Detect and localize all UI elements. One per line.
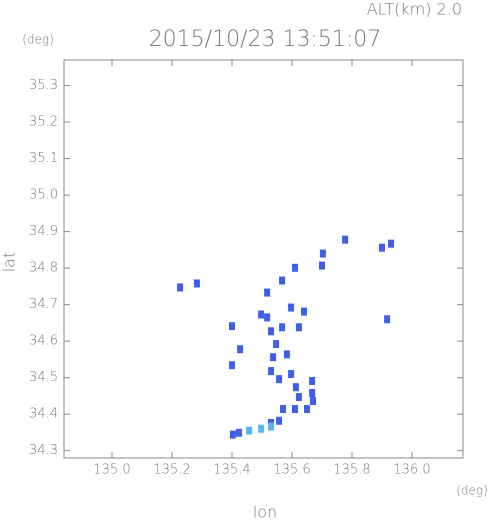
x-axis-label: lon: [253, 503, 277, 521]
echo-point: [295, 323, 302, 332]
y-tick-label: 35.2: [29, 115, 58, 130]
echo-point: [342, 235, 349, 244]
y-tick-label: 35.3: [29, 78, 58, 93]
echo-point: [283, 350, 290, 359]
echo-point: [288, 370, 295, 379]
echo-point: [319, 249, 326, 258]
x-tick-label: 136.0: [393, 463, 430, 478]
y-tick-label: 35.0: [29, 188, 58, 203]
echo-point: [292, 405, 298, 414]
y-axis-label: lat: [0, 252, 19, 273]
echo-point: [280, 405, 286, 414]
echo-point: [288, 303, 295, 312]
echo-point: [258, 310, 265, 319]
echo-point: [388, 239, 394, 248]
y-tick-label: 34.4: [29, 407, 58, 422]
echo-point: [301, 307, 307, 316]
y-tick-label: 34.5: [29, 370, 58, 385]
x-tick-label: 135.6: [273, 463, 310, 478]
x-tick-label: 135.4: [213, 463, 250, 478]
x-tick-label: 135.8: [333, 463, 370, 478]
echo-point: [276, 375, 283, 384]
y-tick-label: 34.7: [29, 297, 58, 312]
y-tick-label: 34.6: [29, 334, 58, 349]
echo-point: [229, 361, 235, 370]
echo-point: [268, 327, 274, 336]
echo-point: [276, 416, 283, 425]
echo-point: [309, 389, 316, 398]
plot-frame: [63, 59, 464, 459]
echo-point: [264, 313, 271, 322]
echo-point: [292, 383, 299, 392]
echo-point: [292, 263, 298, 272]
echo-point: [379, 243, 385, 252]
chart-title: 2015/10/23 13:51:07: [149, 27, 382, 52]
echo-point: [235, 428, 242, 437]
echo-point: [193, 279, 200, 288]
echo-point: [177, 283, 184, 292]
echo-point: [268, 422, 274, 431]
echo-point: [319, 261, 325, 270]
altitude-label: ALT(km) 2.0: [367, 0, 462, 19]
echo-point: [246, 426, 253, 435]
echo-point: [229, 322, 235, 331]
echo-point: [384, 315, 391, 324]
x-tick-label: 135.0: [93, 463, 130, 478]
echo-point: [258, 424, 265, 433]
echo-point: [279, 276, 286, 285]
echo-point: [309, 376, 316, 385]
y-tick-label: 34.9: [29, 224, 58, 239]
echo-point: [270, 353, 277, 362]
echo-point: [310, 397, 316, 406]
y-tick-label: 35.1: [29, 151, 58, 166]
y-tick-label: 34.3: [29, 443, 58, 458]
echo-point: [268, 367, 274, 376]
echo-point: [264, 288, 271, 297]
echo-point: [295, 393, 302, 402]
y-unit: (deg): [22, 33, 54, 47]
echo-point: [237, 345, 244, 354]
echo-point: [229, 430, 236, 439]
x-tick-label: 135.2: [153, 463, 190, 478]
echo-point: [279, 323, 286, 332]
x-unit: (deg): [456, 484, 488, 498]
echo-point: [273, 340, 280, 349]
y-tick-label: 34.8: [29, 261, 58, 276]
echo-point: [304, 405, 310, 414]
